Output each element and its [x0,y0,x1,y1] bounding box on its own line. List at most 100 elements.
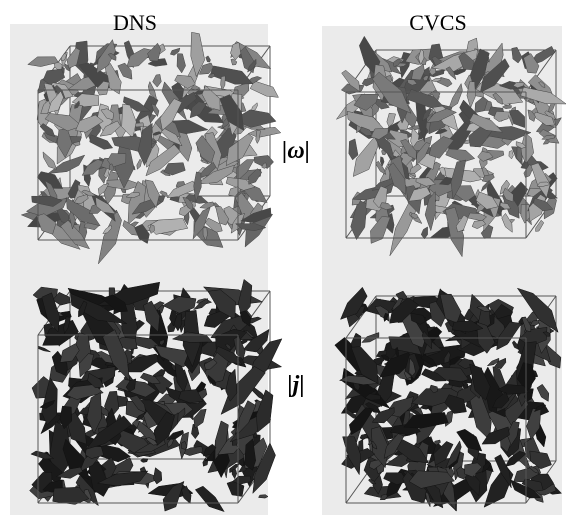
isosurface [87,372,105,389]
isosurface [474,96,488,114]
isosurface [469,113,504,133]
isosurface [125,378,137,393]
isosurface [162,480,185,512]
isosurface [225,368,238,402]
isosurface [395,346,399,359]
isosurface [521,478,544,492]
isosurface [153,467,163,485]
isosurface [521,316,532,333]
isosurface [39,399,56,409]
isosurface [469,363,491,401]
isosurface [504,450,527,467]
isosurface [372,71,412,114]
isosurface [541,134,556,140]
isosurface [383,312,389,323]
isosurface [193,408,207,429]
isosurface [75,114,104,133]
isosurface [78,353,95,378]
isosurface [207,289,236,320]
isosurface [341,69,361,93]
isosurface [389,297,420,324]
isosurface [464,462,483,478]
isosurface [178,389,204,404]
isosurface [207,374,217,386]
isosurface [494,454,512,489]
isosurface [467,212,488,222]
isosurface [511,47,523,64]
isosurface [447,82,463,111]
isosurface [502,187,514,203]
isosurface [42,319,79,346]
isosurface [181,485,192,504]
isosurface [74,100,80,109]
isosurface [348,138,359,161]
isosurface [59,343,80,363]
isosurface [215,206,230,226]
isosurface [205,55,211,63]
isosurface [408,470,455,489]
isosurface [144,179,160,209]
isosurface [244,438,256,471]
isosurface [408,357,416,377]
isosurface [445,66,457,81]
isosurface [492,92,503,105]
isosurface [349,407,375,435]
isosurface [61,52,67,62]
isosurface [199,201,215,209]
isosurface [415,177,437,187]
isosurface [139,372,161,384]
isosurface [152,74,162,88]
isosurface [251,102,258,112]
isosurface [261,162,268,169]
isosurface [108,163,115,172]
isosurface [102,329,130,382]
isosurface [493,111,511,122]
isosurface [499,202,512,210]
isosurface [338,375,380,385]
isosurface [444,394,467,414]
isosurface [70,293,127,324]
isosurface [457,357,474,369]
isosurface [145,436,159,446]
isosurface [85,415,132,450]
isosurface [147,218,189,235]
isosurface [418,48,425,66]
isosurface [237,400,257,435]
isosurface [536,181,552,187]
isosurface [123,96,152,112]
isosurface [220,75,226,91]
isosurface [202,227,208,242]
isosurface [41,376,58,426]
isosurface [403,412,449,429]
isosurface [450,159,467,200]
isosurface [469,48,490,91]
isosurface [405,89,444,109]
isosurface [194,485,225,513]
isosurface [30,450,55,460]
isosurface [173,313,183,332]
isosurface [149,224,155,234]
isosurface [536,383,550,402]
isosurface [371,407,395,424]
isosurface [225,133,254,167]
isosurface [451,320,484,333]
isosurface [353,93,379,111]
isosurface [27,56,59,67]
isosurface [532,111,555,126]
isosurface [160,128,183,147]
isosurface [529,450,552,470]
row-label: |j| [287,372,304,398]
isosurface [232,438,239,446]
isosurface [36,213,57,235]
isosurface [359,126,373,136]
isosurface [368,478,377,485]
isosurface [350,346,379,385]
isosurface [492,391,510,409]
isosurface [189,101,208,119]
isosurface [52,291,71,306]
isosurface [386,112,396,128]
cube-edge [345,295,377,339]
isosurface [439,293,462,324]
isosurface [102,224,113,234]
isosurface [145,144,181,177]
